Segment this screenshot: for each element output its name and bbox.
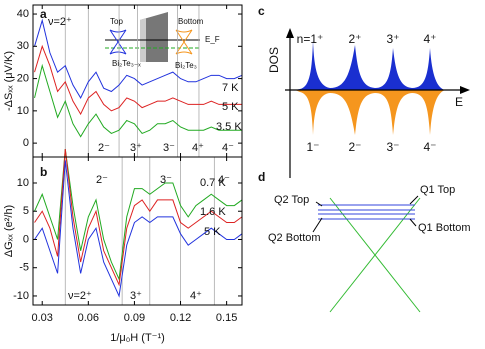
arrow (286, 28, 294, 38)
series-line (34, 160, 243, 298)
y-tick-label: -10 (13, 290, 29, 302)
level-label: 3⁻ (386, 140, 399, 154)
series-line (34, 149, 243, 281)
plot-frame (32, 156, 243, 306)
panel-d: d Q2 Top Q1 Top Q2 Bottom Q1 Bottom (258, 170, 471, 313)
y-tick-label: 0 (23, 137, 29, 149)
level-label: 4⁻ (423, 140, 436, 154)
x-tick-label: 0.15 (216, 312, 237, 324)
pointer (409, 218, 417, 227)
annotation: Top (110, 17, 123, 26)
x-tick-label: 0.12 (170, 312, 191, 324)
annotation: 4⁻ (222, 142, 234, 154)
panel-label: d (258, 170, 265, 184)
annotation: 4⁺ (192, 142, 204, 154)
series-line (34, 63, 242, 138)
arrow (460, 86, 470, 94)
level-label: 1⁻ (306, 140, 319, 154)
x-tick-label: 0.06 (78, 312, 99, 324)
annotation: Bi₂Te₃₋ₓ (112, 59, 141, 68)
level-label: n=1⁺ (297, 32, 324, 46)
annotation: 3⁻ (163, 142, 175, 154)
annotation: Bi₂Te₃ (175, 61, 197, 70)
y-tick-label: 20 (17, 72, 29, 84)
panel-label: c (258, 4, 265, 18)
pointer (409, 195, 419, 205)
y-tick-label: -5 (19, 262, 29, 274)
level-label: Q2 Top (274, 194, 309, 206)
y-axis-label: ΔGₓₓ (e²/h) (3, 205, 15, 257)
level-label: 2⁻ (348, 140, 361, 154)
annotation: 3⁻ (160, 174, 172, 186)
x-axis-label: 1/μ₀H (T⁻¹) (110, 332, 165, 344)
y-tick-label: 10 (17, 177, 29, 189)
inset (105, 12, 200, 62)
annotation: b (40, 165, 47, 179)
series-label: 7 K (222, 82, 239, 94)
y-axis-label: -ΔSₓₓ (μV/K) (3, 51, 15, 111)
cone (175, 29, 193, 55)
y-tick-label: 0 (23, 233, 29, 245)
cone (109, 29, 127, 55)
pointer (312, 217, 323, 233)
level-label: Q1 Top (420, 184, 455, 196)
level-label: 4⁺ (423, 32, 436, 46)
annotation: 3⁺ (130, 142, 142, 154)
dos-upper (295, 40, 445, 90)
axis-label: DOS (267, 47, 281, 73)
series-label: 0.7 K (200, 177, 226, 189)
annotation: 4⁻ (218, 174, 230, 186)
y-tick-label: 30 (17, 40, 29, 52)
series-line (34, 149, 243, 287)
annotation: E_F (205, 35, 220, 44)
panel-c: c DOS E n=1⁺ 2⁺ 3⁺ 4⁺ 1⁻ 2⁻ 3⁻ 4⁻ (258, 4, 470, 178)
x-tick-label: 0.03 (32, 312, 53, 324)
y-tick-label: 10 (17, 105, 29, 117)
annotation: 3⁺ (130, 290, 142, 302)
series-line (34, 44, 242, 116)
annotation: 2⁻ (96, 174, 108, 186)
pointer (315, 201, 323, 207)
annotation: ν=2⁺ (48, 16, 72, 28)
annotation: 2⁻ (98, 142, 110, 154)
annotation: ν=2⁺ (68, 290, 92, 302)
level-label: 2⁺ (348, 32, 361, 46)
series-label: 5 K (222, 101, 239, 113)
x-tick-label: 0.09 (124, 312, 145, 324)
annotation: Bottom (178, 17, 204, 26)
series-line (34, 18, 243, 100)
y-tick-label: 5 (23, 205, 29, 217)
annotation: 4⁺ (190, 290, 202, 302)
axis-label: E (455, 95, 463, 109)
level-label: Q1 Bottom (418, 222, 471, 234)
series-label: 1.6 K (200, 206, 226, 218)
slab (140, 12, 168, 62)
annotation: a (40, 7, 47, 21)
series-label: 3.5 K (216, 121, 242, 133)
level-label: 3⁺ (386, 32, 399, 46)
dos-lower (295, 90, 445, 135)
band-line (329, 197, 421, 313)
level-label: Q2 Bottom (268, 232, 321, 244)
series-label: 5 K (204, 226, 221, 238)
y-tick-label: 40 (17, 8, 29, 20)
